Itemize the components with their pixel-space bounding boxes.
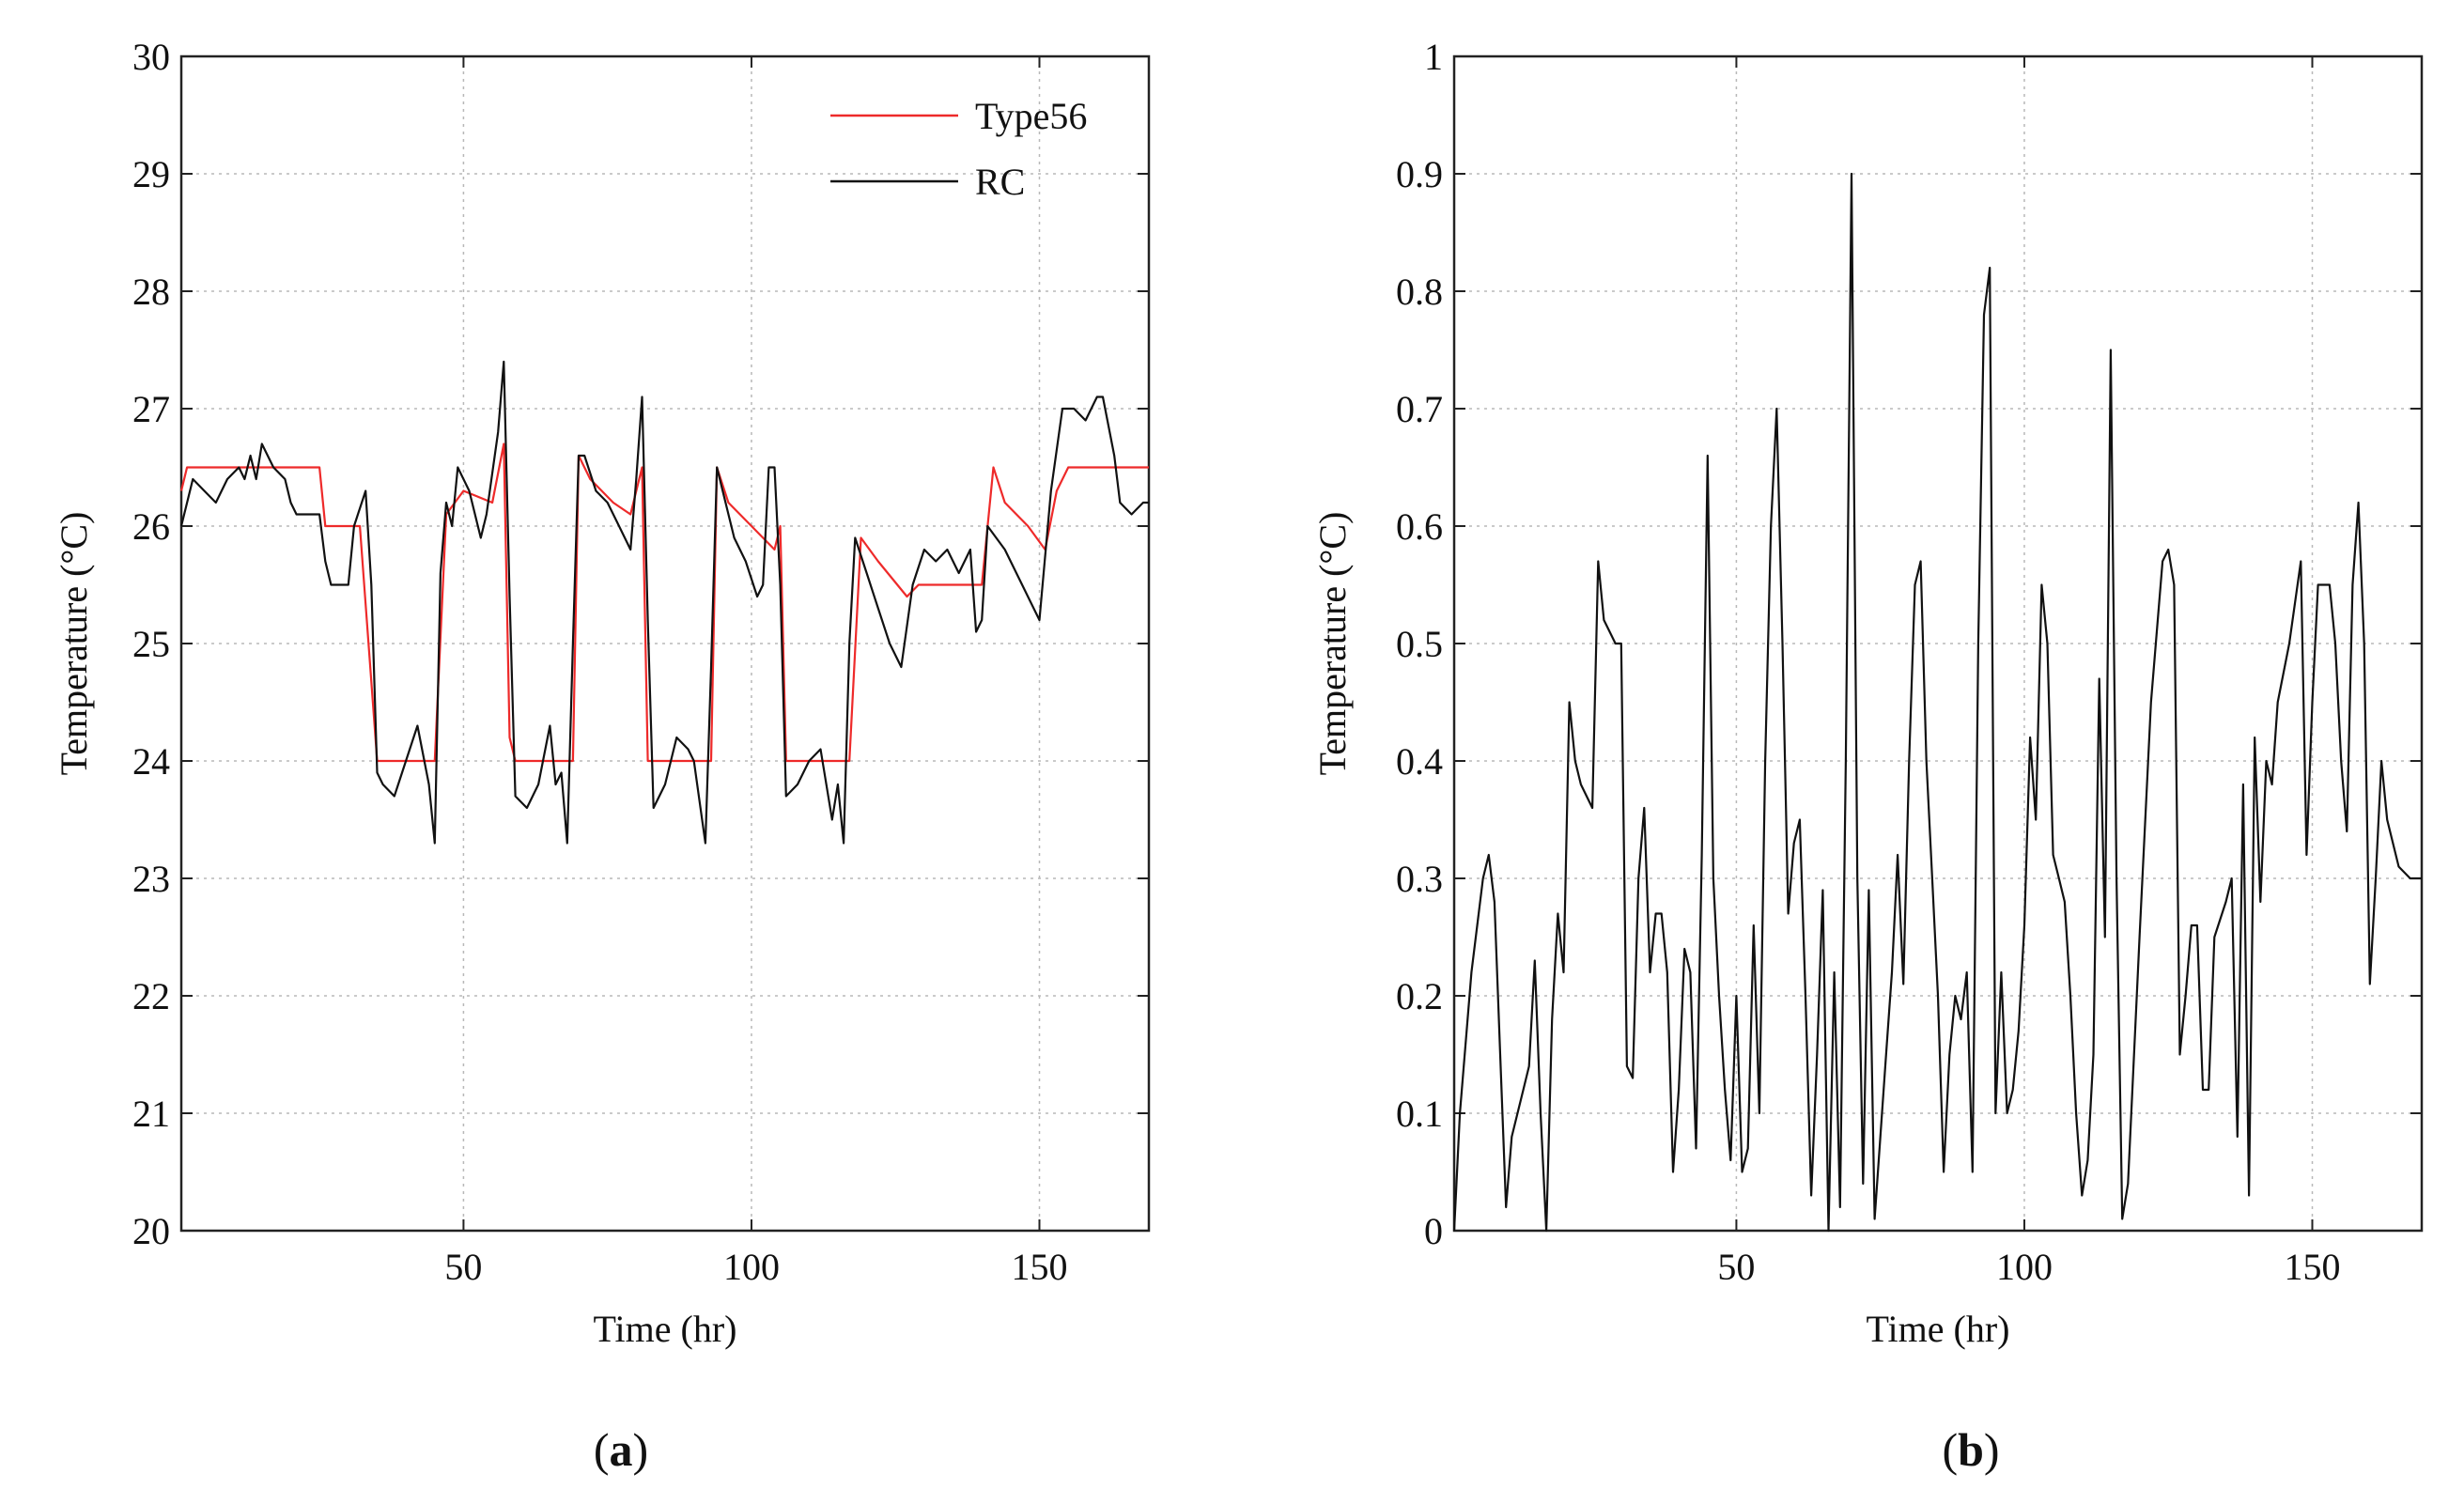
y-tick-label: 23 xyxy=(132,858,170,900)
tick-labels: 50 100 150 20 21 22 23 24 25 26 27 28 29 30 xyxy=(132,36,1068,1288)
y-tick-label: 0.3 xyxy=(1396,858,1443,900)
x-tick-label: 150 xyxy=(1012,1246,1068,1288)
chart-panel-a: 50 100 150 20 21 22 23 24 25 26 27 28 29 30 Time (hr)… xyxy=(53,36,1151,1476)
y-tick-label: 0.7 xyxy=(1396,388,1443,430)
y-tick-label: 0.1 xyxy=(1396,1093,1443,1135)
x-tick-label: 100 xyxy=(1996,1246,2053,1288)
series-line-difference xyxy=(1452,172,2422,1233)
series-line-rc xyxy=(179,360,1149,845)
x-tick-label: 150 xyxy=(2285,1246,2341,1288)
panel-caption-b: (b) xyxy=(1942,1423,1999,1476)
y-axis-label: Temperature (°C) xyxy=(1311,512,1354,776)
y-axis-label: Temperature (°C) xyxy=(53,512,95,776)
x-axis-label: Time (hr) xyxy=(594,1308,737,1350)
y-tick-label: 29 xyxy=(132,153,170,195)
y-tick-label: 25 xyxy=(132,623,170,665)
y-tick-label: 22 xyxy=(132,975,170,1017)
axis-ticks xyxy=(1454,55,2422,1232)
y-tick-label: 1 xyxy=(1424,36,1443,78)
y-tick-label: 20 xyxy=(132,1210,170,1252)
y-tick-label: 21 xyxy=(132,1093,170,1135)
panel-caption-a: (a) xyxy=(594,1423,648,1476)
y-tick-label: 24 xyxy=(132,740,170,783)
y-tick-label: 0 xyxy=(1424,1210,1443,1252)
y-tick-label: 26 xyxy=(132,505,170,548)
panel-caption-a-letter: a xyxy=(610,1423,633,1476)
legend-label-rc: RC xyxy=(975,161,1025,203)
legend-label-type56: Type56 xyxy=(975,95,1087,137)
y-tick-label: 0.8 xyxy=(1396,271,1443,313)
y-tick-label: 30 xyxy=(132,36,170,78)
tick-labels: 50 100 150 0 0.1 0.2 0.3 0.4 0.5 0.6 0.7 0.8 0.9 1 xyxy=(1396,36,2341,1288)
y-tick-label: 0.2 xyxy=(1396,975,1443,1017)
y-tick-label: 0.4 xyxy=(1396,740,1443,783)
y-tick-label: 0.9 xyxy=(1396,153,1443,195)
chart-panel-b: 50 100 150 0 0.1 0.2 0.3 0.4 0.5 0.6 0.7 0.8 0.9 1 Ti… xyxy=(1311,36,2424,1476)
y-tick-label: 0.5 xyxy=(1396,623,1443,665)
series-lines xyxy=(179,360,1149,845)
x-tick-label: 50 xyxy=(444,1246,482,1288)
series-lines xyxy=(1452,172,2422,1233)
grid-lines xyxy=(1454,56,2422,1231)
y-tick-label: 0.6 xyxy=(1396,505,1443,548)
panel-caption-b-letter: b xyxy=(1958,1423,1984,1476)
x-tick-label: 50 xyxy=(1717,1246,1755,1288)
y-tick-label: 28 xyxy=(132,271,170,313)
axis-ticks xyxy=(181,55,1149,1232)
legend: Type56 RC xyxy=(830,95,1087,203)
y-tick-label: 27 xyxy=(132,388,170,430)
x-axis-label: Time (hr) xyxy=(1867,1308,2010,1350)
x-tick-label: 100 xyxy=(723,1246,780,1288)
